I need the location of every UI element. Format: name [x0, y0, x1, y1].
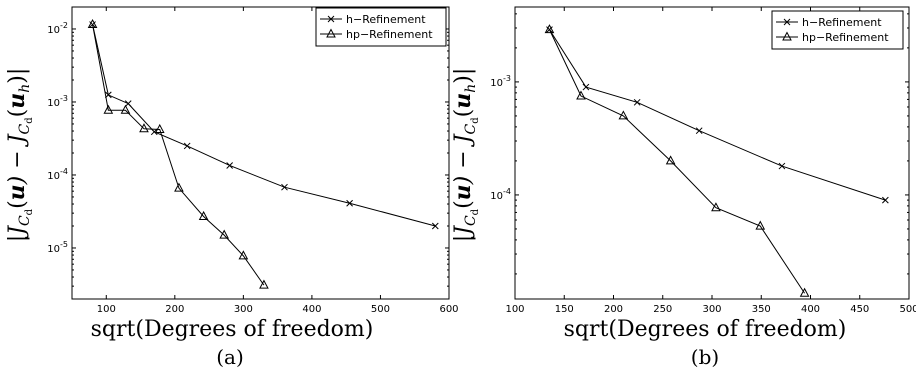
- data-point-h-refinement: [882, 196, 889, 204]
- data-point-hp-refinement: [544, 24, 555, 34]
- x-tick-label: 200: [165, 304, 184, 315]
- x-axis-label: sqrt(Degrees of freedom): [564, 317, 847, 342]
- data-point-hp-refinement: [711, 202, 721, 212]
- x-axis-label: sqrt(Degrees of freedom): [91, 317, 374, 342]
- y-axis-label: |JCd(u) − JCd(uh)|: [450, 68, 481, 243]
- x-tick-label: 100: [97, 304, 116, 315]
- legend: h−Refinement hp−Refinement: [771, 10, 904, 50]
- data-point-hp-refinement: [219, 229, 230, 239]
- data-point-hp-refinement: [174, 182, 184, 192]
- x-tick-label: 300: [702, 304, 721, 315]
- data-point-hp-refinement: [259, 279, 269, 289]
- chart-panel-a: 100 200 300 400 500 600 10-5 10-4 10-3 10-2 h−Refi…: [4, 6, 459, 369]
- x-tick-label: 400: [801, 304, 820, 315]
- data-point-h-refinement: [281, 183, 288, 191]
- legend-box: [771, 10, 904, 50]
- y-tick-label: 10-4: [490, 187, 511, 202]
- data-point-hp-refinement: [576, 90, 586, 100]
- data-point-h-refinement: [582, 83, 590, 91]
- data-point-hp-refinement: [198, 210, 209, 220]
- data-point-h-refinement: [183, 142, 191, 150]
- data-point-h-refinement: [633, 98, 641, 106]
- data-point-hp-refinement: [618, 110, 629, 120]
- series-line-hp-refinement: [549, 29, 806, 294]
- y-tick-label: 10-3: [47, 94, 68, 109]
- data-point-hp-refinement: [139, 123, 149, 133]
- data-point-h-refinement: [695, 127, 703, 135]
- legend-label: h−Refinement: [346, 13, 426, 26]
- data-point-hp-refinement: [799, 287, 810, 297]
- x-tick-label: 150: [555, 304, 574, 315]
- x-tick-label: 450: [850, 304, 869, 315]
- legend-box: [315, 7, 447, 47]
- panel-caption: (a): [216, 345, 244, 369]
- series-line-hp-refinement: [92, 24, 265, 286]
- y-tick-label: 10-3: [490, 74, 511, 89]
- legend-marker-triangle: [782, 31, 792, 41]
- plot-area: [71, 6, 450, 300]
- x-tick-label: 500: [899, 304, 916, 315]
- x-tick-label: 500: [371, 304, 390, 315]
- chart-panel-b: 100 150 200 250 300 350 400 450 500 10-4 10-3 h−Ref…: [450, 6, 916, 369]
- series-line-h-refinement: [549, 29, 886, 201]
- data-point-h-refinement: [150, 128, 158, 136]
- x-tick-label: 300: [234, 304, 253, 315]
- x-tick-label: 600: [439, 304, 458, 315]
- data-point-hp-refinement: [755, 220, 766, 230]
- legend-label: hp−Refinement: [802, 31, 889, 44]
- y-tick-label: 10-2: [47, 21, 68, 36]
- data-point-hp-refinement: [154, 123, 165, 133]
- legend-label: h−Refinement: [802, 16, 882, 29]
- data-point-hp-refinement: [120, 104, 131, 114]
- data-point-hp-refinement: [238, 250, 249, 260]
- data-point-h-refinement: [124, 100, 132, 107]
- data-point-h-refinement: [778, 162, 786, 170]
- x-tick-label: 350: [752, 304, 771, 315]
- plot-area: [514, 6, 910, 300]
- x-tick-label: 200: [604, 304, 623, 315]
- legend-label: hp−Refinement: [346, 28, 433, 41]
- data-point-hp-refinement: [665, 155, 676, 165]
- data-point-hp-refinement: [87, 18, 98, 29]
- legend-marker-x: [783, 18, 791, 26]
- panel-caption: (b): [691, 345, 719, 369]
- x-tick-label: 100: [505, 304, 524, 315]
- y-axis-label: |JCd(u) − JCd(uh)|: [4, 68, 35, 243]
- data-point-h-refinement: [431, 222, 439, 230]
- data-point-h-refinement: [226, 162, 234, 169]
- legend-marker-x: [327, 15, 335, 23]
- legend-marker-triangle: [326, 28, 336, 38]
- y-tick-label: 10-5: [47, 240, 68, 255]
- data-point-hp-refinement: [103, 104, 114, 114]
- x-tick-label: 400: [302, 304, 321, 315]
- legend: h−Refinement hp−Refinement: [315, 7, 447, 47]
- x-tick-label: 250: [653, 304, 672, 315]
- data-point-h-refinement: [346, 199, 353, 207]
- y-tick-label: 10-4: [47, 167, 68, 182]
